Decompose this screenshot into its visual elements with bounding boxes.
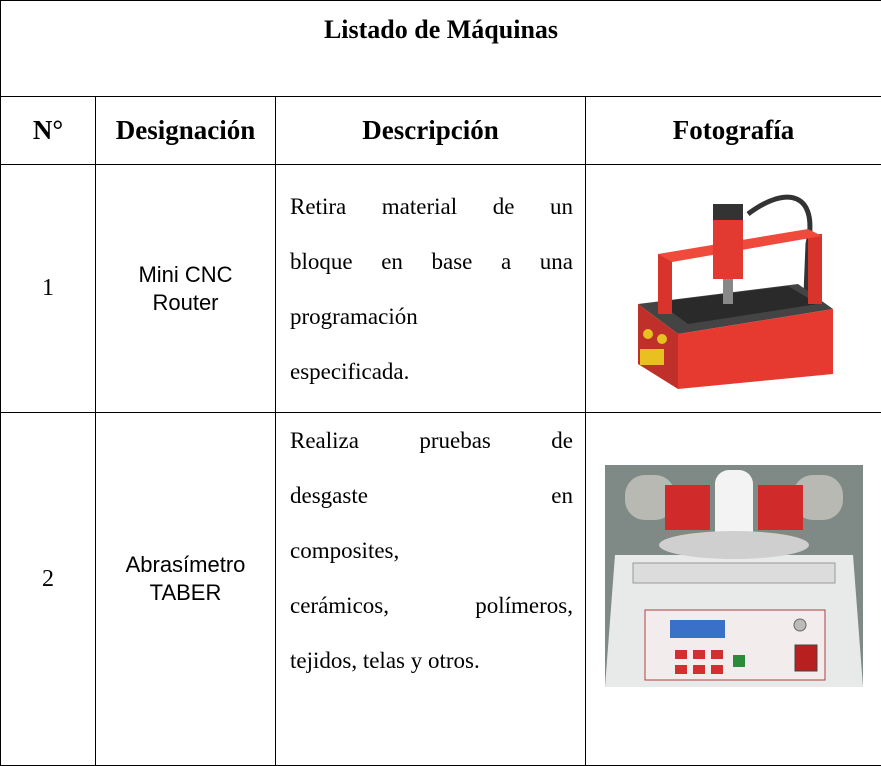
- text-line: TABER: [96, 579, 275, 607]
- text-line: Router: [96, 289, 275, 317]
- taber-photo: [605, 465, 863, 687]
- row-number: 2: [1, 413, 96, 766]
- text-line: desgaste en: [290, 468, 573, 523]
- text-line: composites,: [290, 523, 573, 578]
- header-cell: N°: [1, 97, 96, 165]
- cnc-photo: [618, 184, 850, 389]
- row-number: 1: [1, 165, 96, 413]
- text-line: Mini CNC: [96, 261, 275, 289]
- photo-cell: [586, 165, 881, 413]
- page: Listado de Máquinas N° Designación Descr…: [0, 0, 881, 707]
- text-line: especificada.: [290, 344, 573, 399]
- text-line: bloque en base a una: [290, 234, 573, 289]
- text-line: cerámicos, polímeros,: [290, 578, 573, 633]
- header-cell: Designación: [96, 97, 276, 165]
- header-cell: Descripción: [276, 97, 586, 165]
- text-line: programación: [290, 289, 573, 344]
- text-line: tejidos, telas y otros.: [290, 633, 573, 688]
- table-title: Listado de Máquinas: [1, 1, 881, 97]
- header-cell: Fotografía: [586, 97, 881, 165]
- text-line: Abrasímetro: [96, 551, 275, 579]
- photo-cell: [586, 413, 881, 766]
- text-line: Retira material de un: [290, 179, 573, 234]
- text-line: Realiza pruebas de: [290, 413, 573, 468]
